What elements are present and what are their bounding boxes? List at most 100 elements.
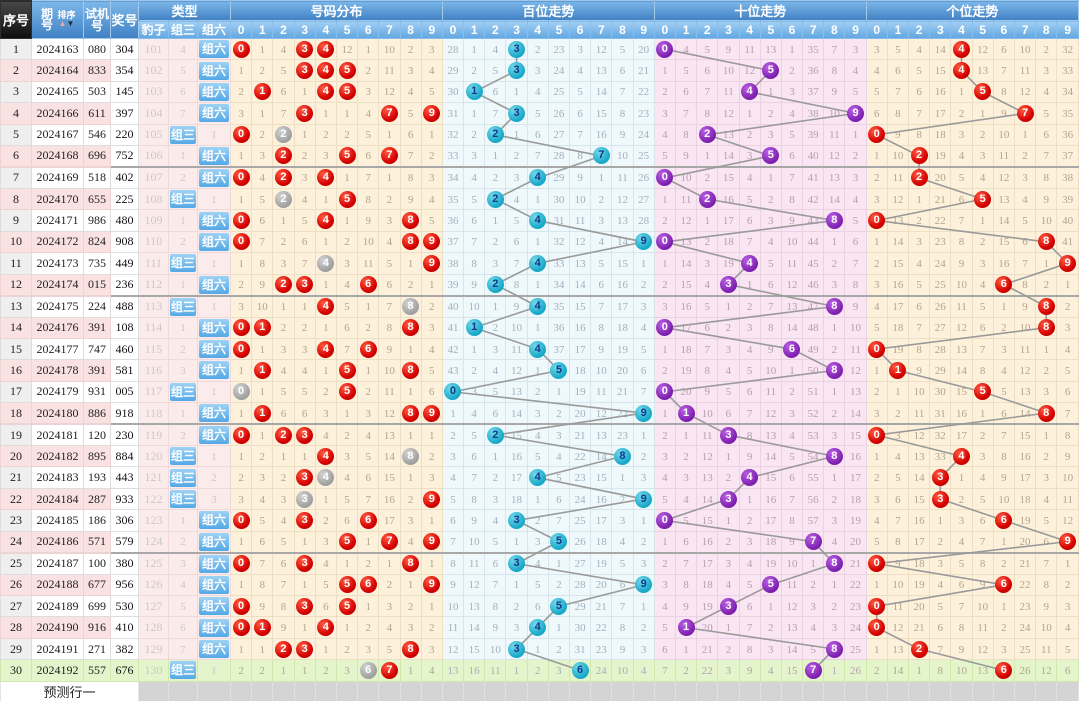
tens-cell: 13 <box>844 380 867 404</box>
col-header-period[interactable]: 期号 排序 ▲▼ <box>31 0 84 39</box>
dist-cell: 4 <box>272 359 295 382</box>
sort-label: 排序 <box>57 10 76 20</box>
dist-cell: 5 <box>357 123 380 146</box>
tens-miss-count: 5 <box>662 622 668 635</box>
hundreds-miss-count: 12 <box>447 643 459 656</box>
units-cell: 5 <box>971 487 994 511</box>
dist-cell: 2 <box>293 144 316 168</box>
tens-cell: 15 <box>844 423 867 447</box>
dist-miss-count: 1 <box>407 429 414 442</box>
sort-desc-icon[interactable]: ▼ <box>66 19 75 28</box>
tens-miss-count: 1 <box>662 343 668 356</box>
tens-cell: 2 <box>653 552 676 575</box>
tens-hit-ball-8: 8 <box>825 555 843 573</box>
dist-miss-count: 3 <box>429 643 435 656</box>
period-cell: 2024171 <box>31 209 84 232</box>
tens-cell: 7 <box>738 616 761 639</box>
leopard-miss-cell: 115 <box>138 337 169 361</box>
dist-cell: 2 <box>335 230 359 254</box>
units-cell: 10 <box>908 380 931 404</box>
dist-cell: 3 <box>272 252 295 275</box>
hundreds-miss-count: 1 <box>450 407 456 420</box>
tens-miss-count: 9 <box>683 600 689 613</box>
dist-hit-ball-3: 3 <box>296 276 314 294</box>
tens-cell: 0 <box>653 37 676 61</box>
hundreds-miss-count: 2 <box>619 493 626 506</box>
units-miss-count: 2 <box>873 664 880 677</box>
units-cell: 2 <box>1035 37 1058 61</box>
group3-cell-hit-badge: 组三 <box>170 490 196 509</box>
units-miss-count: 2 <box>873 172 880 185</box>
units-cell: 8 <box>1013 273 1037 297</box>
units-cell: 20 <box>1013 530 1037 554</box>
tens-cell: 6 <box>759 273 782 297</box>
test-number-cell: 986 <box>83 209 111 232</box>
dist-cell: 1 <box>251 380 274 404</box>
units-miss-count: 1 <box>873 643 880 656</box>
units-miss-count: 13 <box>913 450 925 463</box>
units-miss-count: 30 <box>934 386 946 399</box>
hundreds-miss-count: 10 <box>616 664 628 677</box>
group3-cell: 组三 <box>168 466 198 489</box>
units-cell: 14 <box>1013 402 1037 426</box>
hundreds-cell: 1 <box>484 445 507 468</box>
tens-miss-count: 6 <box>662 643 668 656</box>
dist-hit-ball-0: 0 <box>232 340 250 358</box>
dist-hit-ball-8: 8 <box>402 298 420 316</box>
hundreds-cell: 4 <box>526 295 549 318</box>
hundreds-cell: 0 <box>441 380 465 404</box>
tens-cell: 5 <box>738 573 761 597</box>
tens-cell: 2 <box>844 144 867 168</box>
dist-cell: 1 <box>293 573 316 597</box>
prize-number-cell: 449 <box>110 252 139 275</box>
dist-hit-ball-7: 7 <box>380 104 398 122</box>
hundreds-cell: 2 <box>463 59 486 82</box>
tens-cell: 9 <box>738 445 761 468</box>
group3-cell-miss: 6 <box>180 86 186 99</box>
test-number-cell: 611 <box>83 102 111 125</box>
hundreds-miss-count: 33 <box>553 257 565 270</box>
hundreds-miss-count: 15 <box>574 301 586 314</box>
units-cell: 8 <box>992 80 1015 104</box>
dist-miss-count: 4 <box>429 664 435 677</box>
prediction-empty-cell <box>293 680 316 701</box>
units-miss-count: 4 <box>873 65 880 78</box>
units-miss-count: 3 <box>1001 643 1007 656</box>
hundreds-miss-count: 7 <box>471 472 477 485</box>
sort-asc-icon[interactable]: ▲ <box>58 19 67 28</box>
tens-cell: 8 <box>823 637 846 661</box>
units-miss-count: 5 <box>873 322 880 335</box>
tens-cell: 5 <box>653 487 676 511</box>
tens-cell: 4 <box>844 187 867 211</box>
dist-cell: 6 <box>357 273 380 297</box>
tens-hit-ball-3: 3 <box>719 490 737 508</box>
hundreds-miss-count: 8 <box>619 107 626 120</box>
hundreds-cell: 5 <box>484 530 507 554</box>
sort-control[interactable]: 排序 ▲▼ <box>57 11 75 28</box>
tens-cell: 1 <box>717 445 740 468</box>
hundreds-cell: 2 <box>632 445 655 468</box>
tens-cell: 41 <box>802 166 825 189</box>
col-header-seq[interactable]: 序号 <box>0 0 32 39</box>
tens-miss-count: 5 <box>746 579 753 592</box>
units-cell: 6 <box>1056 659 1079 682</box>
tens-cell: 14 <box>759 445 782 468</box>
tens-miss-count: 18 <box>765 536 777 549</box>
hundreds-miss-count: 7 <box>471 236 477 249</box>
dist-hit-ball-3: 3 <box>296 426 314 444</box>
dist-miss-count: 4 <box>429 193 435 206</box>
dist-cell: 1 <box>399 252 422 275</box>
units-cell: 8 <box>971 552 994 575</box>
period-cell: 2024179 <box>31 380 84 404</box>
dist-cell: 5 <box>314 573 337 597</box>
units-cell: 9 <box>950 637 973 661</box>
tens-cell: 12 <box>696 445 719 468</box>
dist-cell: 1 <box>251 637 274 661</box>
hundreds-cell: 27 <box>547 123 571 146</box>
hundreds-cell: 19 <box>569 380 592 404</box>
tens-cell: 2 <box>738 509 761 532</box>
dist-miss-count: 1 <box>407 386 414 399</box>
units-cell: 8 <box>1035 230 1058 254</box>
hundreds-miss-count: 6 <box>492 558 499 571</box>
units-cell: 3 <box>1035 59 1058 82</box>
